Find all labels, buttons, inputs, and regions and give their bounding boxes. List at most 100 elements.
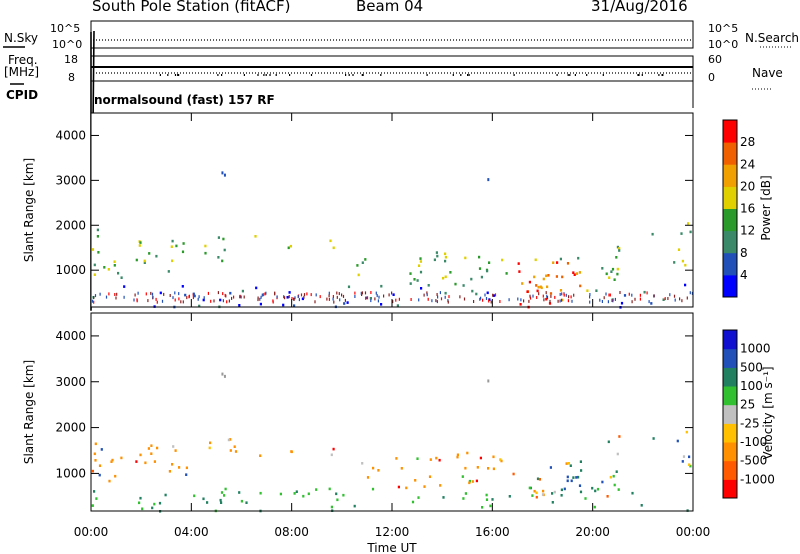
data-cell: [410, 298, 412, 301]
nave-dropout: [263, 74, 265, 76]
x-tick-label: 16:00: [475, 525, 510, 539]
data-cell: [151, 506, 154, 510]
data-cell: [98, 473, 101, 477]
data-cell: [677, 248, 681, 251]
data-cell: [171, 259, 174, 263]
data-cell: [148, 252, 151, 255]
data-cell: [552, 261, 555, 264]
data-cell: [615, 470, 618, 473]
data-cell: [113, 264, 116, 267]
data-cell: [153, 502, 156, 506]
data-cell: [335, 492, 338, 496]
data-cell: [120, 456, 123, 460]
data-cell: [255, 286, 258, 290]
data-cell: [414, 479, 417, 482]
data-cell: [578, 271, 581, 274]
data-cell: [198, 295, 200, 299]
data-cell: [488, 261, 491, 264]
data-cell: [429, 458, 432, 461]
data-cell: [145, 292, 147, 296]
data-cell: [150, 444, 153, 447]
data-cell: [347, 285, 351, 289]
nave-dropout: [265, 74, 267, 76]
nave-dropout: [289, 74, 291, 76]
data-cell: [646, 291, 648, 295]
data-cell: [593, 505, 596, 509]
y-tick-label: 1000: [55, 263, 86, 277]
nave-dropout: [467, 74, 469, 76]
data-cell: [192, 293, 194, 297]
data-cell: [310, 293, 312, 297]
freq-tick-bottom: 8: [68, 71, 75, 84]
x-tick-label: 08:00: [274, 525, 309, 539]
data-cell: [96, 228, 99, 232]
data-cell: [91, 248, 95, 251]
data-cell: [221, 259, 224, 263]
nsearch-label: N.Search: [745, 31, 800, 45]
data-cell: [276, 295, 278, 299]
data-cell: [605, 272, 608, 276]
data-cell: [158, 501, 162, 505]
data-cell: [482, 298, 484, 302]
power-colorbar-frame: [722, 119, 738, 298]
data-cell: [673, 261, 676, 264]
data-cell: [439, 484, 442, 487]
data-cell: [615, 256, 618, 259]
data-cell: [279, 492, 282, 496]
data-cell: [204, 251, 207, 255]
data-cell: [147, 299, 149, 303]
data-cell: [254, 235, 257, 238]
data-cell: [315, 293, 317, 297]
data-cell: [377, 299, 379, 303]
data-cell: [369, 297, 372, 300]
nave-dropout: [658, 74, 660, 76]
data-cell: [479, 297, 481, 301]
data-cell: [372, 466, 375, 470]
colorbar-segment: [723, 423, 737, 443]
data-cell: [361, 462, 364, 465]
data-cell: [653, 294, 655, 298]
power-heatmap: [90, 112, 738, 309]
nave-dropout: [574, 74, 576, 76]
data-cell: [631, 293, 633, 297]
nsky-tick-bottom: 10^0: [52, 38, 83, 51]
data-cell: [181, 250, 185, 254]
data-cell: [591, 486, 594, 490]
data-cell: [144, 461, 147, 465]
nave-dropout: [174, 74, 177, 76]
data-cell: [303, 295, 305, 299]
colorbar-tick-label: 500: [740, 360, 763, 374]
data-cell: [233, 445, 236, 448]
data-cell: [579, 460, 582, 463]
data-cell: [578, 484, 582, 487]
data-cell: [378, 295, 380, 299]
data-cell: [547, 274, 550, 277]
data-cell: [314, 300, 316, 304]
data-cell: [681, 299, 683, 303]
data-cell: [561, 292, 563, 296]
data-cell: [618, 435, 621, 438]
data-cell: [137, 291, 139, 295]
data-cell: [431, 299, 433, 303]
data-cell: [213, 299, 215, 303]
data-cell: [141, 507, 144, 511]
data-cell: [171, 463, 174, 466]
data-cell: [682, 455, 686, 458]
data-cell: [257, 296, 259, 300]
data-cell: [611, 299, 613, 302]
data-cell: [471, 289, 474, 293]
data-cell: [566, 262, 570, 265]
data-cell: [115, 296, 117, 300]
data-cell: [332, 295, 334, 298]
data-cell: [680, 232, 683, 235]
data-cell: [572, 271, 575, 274]
nave-dropout: [257, 74, 259, 76]
data-cell: [599, 298, 601, 302]
data-cell: [528, 486, 531, 490]
data-cell: [608, 276, 611, 279]
nave-dropout: [269, 74, 271, 76]
data-cell: [197, 297, 199, 301]
colorbar-segment: [723, 479, 737, 499]
data-cell: [688, 463, 691, 466]
data-cell: [444, 255, 447, 259]
